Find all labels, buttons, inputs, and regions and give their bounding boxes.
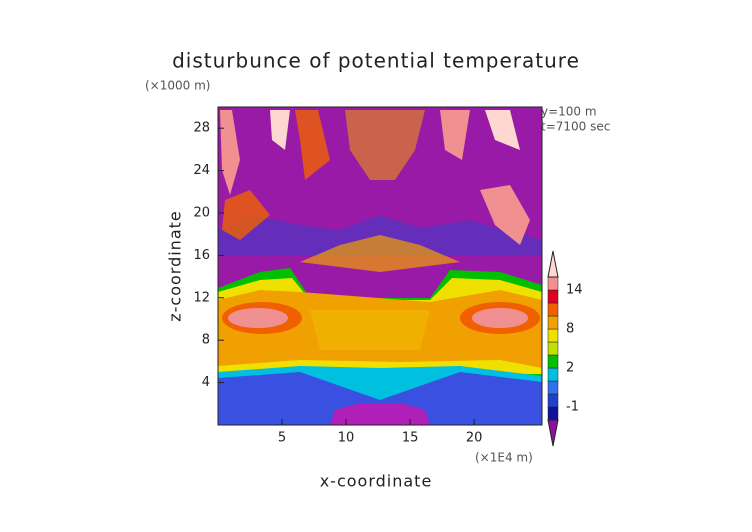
y-tick-label: 12: [193, 290, 210, 305]
y-tick-label: 28: [193, 121, 210, 136]
y-tick-label: 16: [193, 248, 210, 263]
annotation: y=100 m: [541, 105, 597, 119]
x-tick-label: 10: [338, 431, 355, 446]
colorbar-segment: [547, 289, 559, 304]
contour-fill: [472, 308, 528, 328]
colorbar-segment: [547, 315, 559, 330]
y-unit: (×1000 m): [145, 79, 210, 93]
colorbar-tick-label: 2: [566, 361, 574, 376]
contour-fill: [345, 110, 425, 180]
contour-fill: [300, 235, 460, 272]
colorbar-segment: [547, 302, 559, 317]
x-axis-label: x-coordinate: [320, 472, 433, 491]
contour-fill: [220, 110, 240, 195]
annotation: t=7100 sec: [541, 120, 610, 134]
contour-fill: [295, 110, 330, 180]
contour-fill: [485, 110, 520, 150]
colorbar-segment: [547, 276, 559, 291]
contour-fill: [310, 310, 430, 350]
y-tick-label: 24: [193, 163, 210, 178]
y-axis-label: z-coordinate: [166, 210, 185, 322]
plot-frame: [217, 106, 543, 426]
contour-fill: [270, 110, 290, 150]
colorbar-tick-label: 14: [566, 283, 583, 298]
colorbar-segment: [547, 380, 559, 395]
colorbar-triangle: [547, 419, 559, 447]
y-tick-label: 20: [193, 206, 210, 221]
colorbar-segment: [547, 341, 559, 356]
colorbar-triangle: [547, 250, 559, 278]
x-tick-label: 5: [278, 431, 286, 446]
colorbar-segment: [547, 393, 559, 408]
x-tick-label: 20: [466, 431, 483, 446]
colorbar-segment: [547, 354, 559, 369]
contour-fill: [440, 110, 470, 160]
contour-fill: [480, 185, 530, 245]
contour-fill: [218, 372, 542, 425]
colorbar-segment: [547, 367, 559, 382]
colorbar-tick-label: -1: [566, 400, 579, 415]
colorbar-segment: [547, 328, 559, 343]
contour-field: [218, 107, 542, 425]
x-unit: (×1E4 m): [475, 451, 533, 465]
y-tick-label: 8: [202, 333, 210, 348]
x-tick-label: 15: [402, 431, 419, 446]
contour-fill: [228, 308, 288, 328]
contour-fill: [330, 403, 430, 425]
colorbar-segment: [547, 406, 559, 421]
y-tick-label: 4: [202, 375, 210, 390]
colorbar-tick-label: 8: [566, 322, 574, 337]
contour-fill: [222, 190, 270, 240]
chart-title: disturbunce of potential temperature: [172, 49, 580, 73]
